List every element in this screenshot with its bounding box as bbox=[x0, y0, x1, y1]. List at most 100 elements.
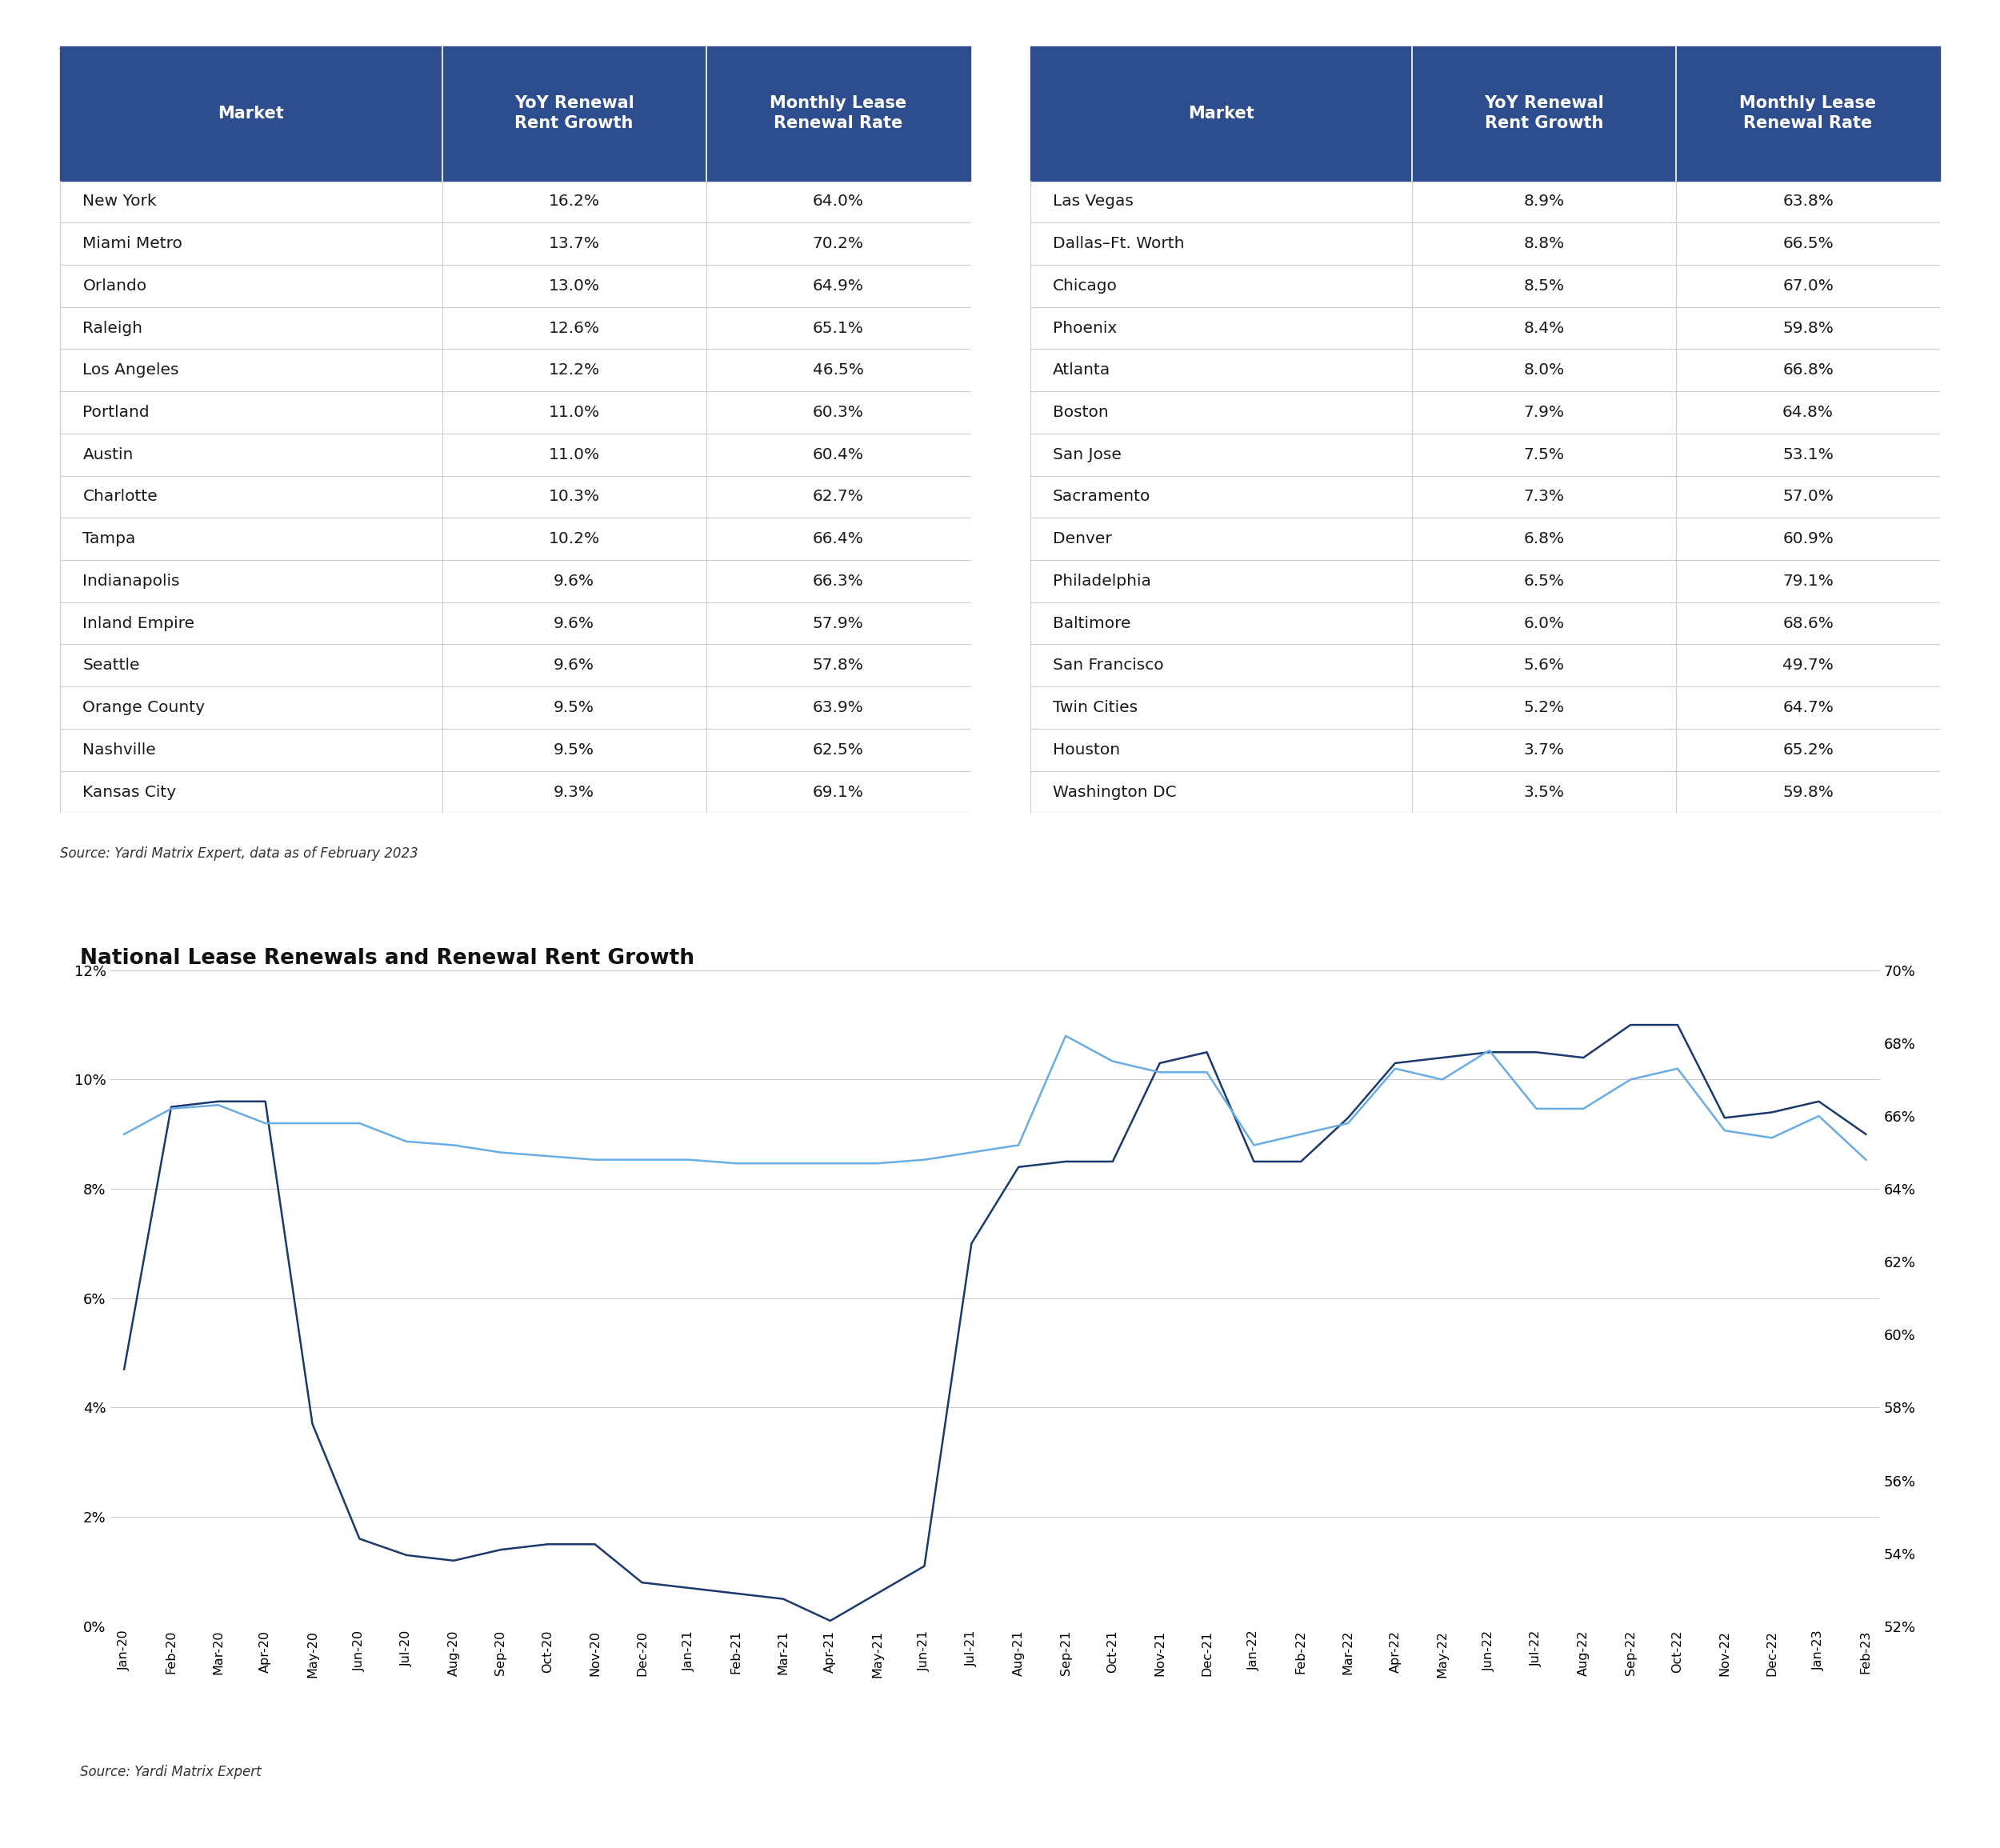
Text: 10.3%: 10.3% bbox=[548, 490, 600, 505]
Text: 7.3%: 7.3% bbox=[1524, 490, 1564, 505]
Text: Orlando: Orlando bbox=[82, 279, 146, 294]
Text: 13.0%: 13.0% bbox=[548, 279, 600, 294]
Text: 12.6%: 12.6% bbox=[548, 320, 600, 336]
Text: 68.6%: 68.6% bbox=[1782, 615, 1834, 630]
Text: Source: Yardi Matrix Expert, data as of February 2023: Source: Yardi Matrix Expert, data as of … bbox=[60, 846, 418, 861]
Text: 66.8%: 66.8% bbox=[1782, 362, 1834, 377]
Text: Monthly Lease
Renewal Rate: Monthly Lease Renewal Rate bbox=[770, 96, 906, 131]
Text: 63.8%: 63.8% bbox=[1782, 194, 1834, 209]
Text: 57.9%: 57.9% bbox=[812, 615, 864, 630]
Text: 6.0%: 6.0% bbox=[1524, 615, 1564, 630]
Text: 57.8%: 57.8% bbox=[812, 658, 864, 673]
Text: 9.5%: 9.5% bbox=[554, 700, 594, 715]
Text: 59.8%: 59.8% bbox=[1782, 320, 1834, 336]
Text: 5.2%: 5.2% bbox=[1524, 700, 1564, 715]
Text: Portland: Portland bbox=[82, 405, 150, 419]
Text: San Francisco: San Francisco bbox=[1052, 658, 1164, 673]
Text: Market: Market bbox=[218, 105, 284, 122]
Text: National Lease Renewals and Renewal Rent Growth: National Lease Renewals and Renewal Rent… bbox=[80, 948, 694, 968]
Text: Boston: Boston bbox=[1052, 405, 1108, 419]
Text: 60.4%: 60.4% bbox=[812, 447, 864, 462]
Text: Orange County: Orange County bbox=[82, 700, 206, 715]
Text: 70.2%: 70.2% bbox=[812, 237, 864, 251]
Text: 16.2%: 16.2% bbox=[548, 194, 600, 209]
Text: Houston: Houston bbox=[1052, 743, 1120, 758]
Text: Market: Market bbox=[1188, 105, 1254, 122]
Text: 3.7%: 3.7% bbox=[1524, 743, 1564, 758]
Text: 63.9%: 63.9% bbox=[812, 700, 864, 715]
Text: Phoenix: Phoenix bbox=[1052, 320, 1116, 336]
Text: 65.1%: 65.1% bbox=[812, 320, 864, 336]
Text: 12.2%: 12.2% bbox=[548, 362, 600, 377]
Text: 9.6%: 9.6% bbox=[554, 573, 594, 590]
Text: YoY Renewal
Rent Growth: YoY Renewal Rent Growth bbox=[514, 96, 634, 131]
Text: 53.1%: 53.1% bbox=[1782, 447, 1834, 462]
Text: 65.2%: 65.2% bbox=[1782, 743, 1834, 758]
Text: 66.3%: 66.3% bbox=[812, 573, 864, 590]
Text: 3.5%: 3.5% bbox=[1524, 784, 1564, 800]
Text: Atlanta: Atlanta bbox=[1052, 362, 1110, 377]
Text: New York: New York bbox=[82, 194, 156, 209]
Text: 69.1%: 69.1% bbox=[812, 784, 864, 800]
Text: Inland Empire: Inland Empire bbox=[82, 615, 194, 630]
Text: Chicago: Chicago bbox=[1052, 279, 1118, 294]
Text: Tampa: Tampa bbox=[82, 532, 136, 547]
Text: 64.9%: 64.9% bbox=[812, 279, 864, 294]
Text: Sacramento: Sacramento bbox=[1052, 490, 1150, 505]
Text: 6.5%: 6.5% bbox=[1524, 573, 1564, 590]
Text: Source: Yardi Matrix Expert: Source: Yardi Matrix Expert bbox=[80, 1765, 262, 1780]
Text: 59.8%: 59.8% bbox=[1782, 784, 1834, 800]
Text: Baltimore: Baltimore bbox=[1052, 615, 1130, 630]
Text: 8.9%: 8.9% bbox=[1524, 194, 1564, 209]
Text: 49.7%: 49.7% bbox=[1782, 658, 1834, 673]
Text: 67.0%: 67.0% bbox=[1782, 279, 1834, 294]
Text: 7.5%: 7.5% bbox=[1524, 447, 1564, 462]
Text: San Jose: San Jose bbox=[1052, 447, 1122, 462]
Text: Raleigh: Raleigh bbox=[82, 320, 142, 336]
Text: Dallas–Ft. Worth: Dallas–Ft. Worth bbox=[1052, 237, 1184, 251]
Bar bbox=[1030, 46, 1940, 181]
Text: Nashville: Nashville bbox=[82, 743, 156, 758]
Text: 62.7%: 62.7% bbox=[812, 490, 864, 505]
Text: 79.1%: 79.1% bbox=[1782, 573, 1834, 590]
Text: 9.6%: 9.6% bbox=[554, 658, 594, 673]
Text: 64.0%: 64.0% bbox=[812, 194, 864, 209]
Text: Las Vegas: Las Vegas bbox=[1052, 194, 1134, 209]
Text: Austin: Austin bbox=[82, 447, 134, 462]
Text: 62.5%: 62.5% bbox=[812, 743, 864, 758]
Text: YoY Renewal
Rent Growth: YoY Renewal Rent Growth bbox=[1484, 96, 1604, 131]
Text: 57.0%: 57.0% bbox=[1782, 490, 1834, 505]
Text: 6.8%: 6.8% bbox=[1524, 532, 1564, 547]
Text: Miami Metro: Miami Metro bbox=[82, 237, 182, 251]
Text: 60.9%: 60.9% bbox=[1782, 532, 1834, 547]
Text: 64.7%: 64.7% bbox=[1782, 700, 1834, 715]
Bar bbox=[60, 46, 970, 181]
Text: 9.5%: 9.5% bbox=[554, 743, 594, 758]
Text: 46.5%: 46.5% bbox=[812, 362, 864, 377]
Text: Kansas City: Kansas City bbox=[82, 784, 176, 800]
Text: 11.0%: 11.0% bbox=[548, 405, 600, 419]
Text: Seattle: Seattle bbox=[82, 658, 140, 673]
Text: Indianapolis: Indianapolis bbox=[82, 573, 180, 590]
Text: 66.5%: 66.5% bbox=[1782, 237, 1834, 251]
Text: Monthly Lease
Renewal Rate: Monthly Lease Renewal Rate bbox=[1740, 96, 1876, 131]
Text: 9.3%: 9.3% bbox=[554, 784, 594, 800]
Text: Charlotte: Charlotte bbox=[82, 490, 158, 505]
Text: Philadelphia: Philadelphia bbox=[1052, 573, 1152, 590]
Text: 8.8%: 8.8% bbox=[1524, 237, 1564, 251]
Text: 11.0%: 11.0% bbox=[548, 447, 600, 462]
Text: 10.2%: 10.2% bbox=[548, 532, 600, 547]
Text: 64.8%: 64.8% bbox=[1782, 405, 1834, 419]
Text: Twin Cities: Twin Cities bbox=[1052, 700, 1138, 715]
Text: 66.4%: 66.4% bbox=[812, 532, 864, 547]
Text: Los Angeles: Los Angeles bbox=[82, 362, 180, 377]
Text: 5.6%: 5.6% bbox=[1524, 658, 1564, 673]
Text: 8.0%: 8.0% bbox=[1524, 362, 1564, 377]
Text: 9.6%: 9.6% bbox=[554, 615, 594, 630]
Text: Denver: Denver bbox=[1052, 532, 1112, 547]
Text: 60.3%: 60.3% bbox=[812, 405, 864, 419]
Text: 8.5%: 8.5% bbox=[1524, 279, 1564, 294]
Text: 13.7%: 13.7% bbox=[548, 237, 600, 251]
Text: 8.4%: 8.4% bbox=[1524, 320, 1564, 336]
Text: 7.9%: 7.9% bbox=[1524, 405, 1564, 419]
